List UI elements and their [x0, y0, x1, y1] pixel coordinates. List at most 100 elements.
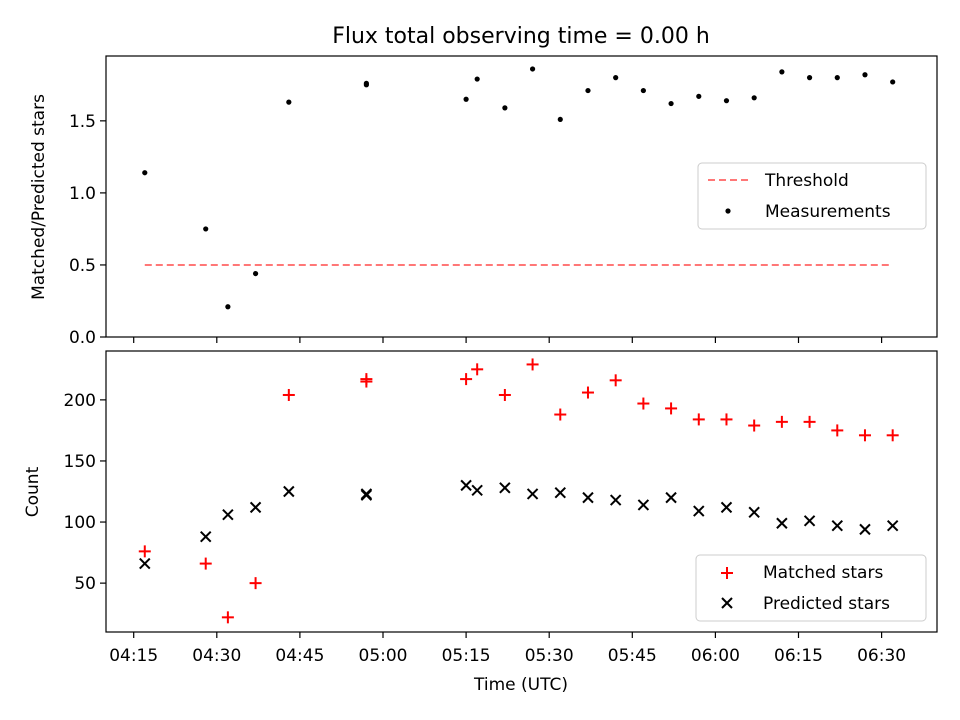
matched-star-point	[360, 375, 373, 388]
matched-star-point	[665, 402, 678, 415]
y-tick-label: 50	[74, 574, 96, 594]
measurement-point	[585, 87, 591, 94]
predicted-star-point	[499, 482, 511, 494]
measurement-point	[529, 66, 536, 72]
measurement-point	[640, 87, 646, 94]
bottom-plot-frame	[105, 350, 938, 633]
measurement-point	[862, 72, 868, 78]
predicted-star-point	[859, 523, 871, 536]
predicted-star-point	[776, 517, 788, 529]
matched-star-point	[720, 413, 733, 426]
y-tick-label: 150	[64, 452, 96, 472]
top-y-ticks: 0.0 0.5 1.0 1.5	[69, 112, 106, 348]
bottom-legend-box	[695, 554, 927, 622]
matched-star-point	[498, 388, 511, 401]
bottom-y-axis-label: Count	[23, 466, 43, 517]
predicted-star-point	[803, 515, 816, 527]
legend-measurements-label: Measurements	[765, 202, 891, 222]
y-tick-label: 100	[64, 513, 96, 533]
top-x-ticks	[133, 337, 883, 343]
x-tick-label: 06:30	[857, 646, 906, 666]
top-y-axis-label: Matched/Predicted stars	[29, 94, 49, 300]
x-tick-label: 04:15	[109, 646, 158, 666]
matched-star-point	[803, 415, 816, 428]
x-tick-label: 05:45	[608, 646, 657, 666]
predicted-star-point	[283, 485, 295, 498]
matched-star-point	[775, 415, 788, 428]
x-tick-label: 05:30	[525, 646, 574, 666]
legend-predicted-label: Predicted stars	[763, 594, 890, 614]
measurement-point	[502, 105, 508, 111]
bottom-plot-area	[138, 358, 899, 624]
x-tick-label: 05:15	[442, 646, 491, 666]
measurement-point	[779, 69, 785, 75]
predicted-star-point	[831, 520, 843, 532]
predicted-star-point	[200, 530, 212, 543]
matched-star-point	[581, 386, 594, 399]
matched-star-point	[221, 611, 234, 624]
measurement-point	[751, 95, 757, 101]
x-tick-label: 04:30	[192, 646, 241, 666]
measurement-point	[225, 304, 231, 310]
measurement-point	[286, 99, 292, 105]
measurement-point	[613, 75, 619, 81]
matched-star-point	[886, 429, 899, 442]
x-tick-label: 06:00	[691, 646, 740, 666]
predicted-star-point	[693, 505, 705, 517]
measurement-point	[474, 76, 480, 82]
measurement-point	[723, 98, 730, 104]
top-plot-frame	[105, 55, 938, 338]
measurement-point	[203, 226, 209, 232]
measurement-point	[696, 93, 702, 99]
matched-star-point	[637, 397, 650, 410]
predicted-star-point	[526, 488, 539, 500]
legend-measurements-swatch	[725, 208, 731, 214]
figure-title: Flux total observing time = 0.00 h	[332, 24, 710, 49]
matched-star-point	[526, 358, 539, 371]
measurement-point	[252, 270, 259, 277]
predicted-star-point	[637, 499, 650, 511]
predicted-star-point	[665, 491, 677, 504]
y-tick-label: 1.0	[69, 184, 96, 204]
y-tick-label: 1.5	[69, 112, 96, 132]
matched-star-point	[692, 413, 705, 426]
predicted-star-point	[609, 494, 622, 506]
x-tick-label: 05:00	[359, 646, 408, 666]
legend-matched-label: Matched stars	[763, 563, 883, 583]
predicted-star-point	[222, 509, 234, 521]
top-legend: Threshold Measurements	[697, 162, 927, 230]
bottom-legend: Matched stars Predicted stars	[695, 554, 927, 622]
measurement-point	[463, 96, 469, 102]
y-tick-label: 200	[64, 391, 96, 411]
matched-star-point	[831, 424, 844, 437]
measurement-point	[834, 75, 840, 81]
x-axis-label: Time (UTC)	[473, 675, 568, 695]
predicted-star-point	[471, 484, 483, 496]
measurement-point	[668, 100, 674, 107]
measurement-point	[890, 79, 896, 85]
top-axes: 0.0 0.5 1.0 1.5 Matched/Predicted stars Thr…	[29, 55, 938, 348]
matched-star-point	[282, 388, 295, 401]
predicted-star-point	[554, 487, 566, 499]
bottom-y-ticks: 50 100 150 200	[64, 391, 106, 594]
predicted-star-point	[360, 489, 373, 501]
predicted-star-point	[249, 501, 262, 514]
measurement-point	[557, 116, 563, 123]
bottom-axes: 50 100 150 200 04:15 04:30 04:45 05:00 05:15 05:…	[23, 350, 938, 695]
y-tick-label: 0.5	[69, 256, 96, 276]
top-legend-box	[697, 162, 927, 230]
matched-star-point	[138, 545, 151, 558]
predicted-star-point	[720, 501, 733, 514]
bottom-x-ticks: 04:15 04:30 04:45 05:00 05:15 05:30 05:45 06:00…	[109, 632, 906, 666]
top-plot-area	[142, 66, 896, 310]
matched-star-point	[554, 408, 567, 421]
measurement-point	[806, 75, 813, 81]
predicted-star-point	[139, 557, 151, 570]
x-tick-label: 06:15	[774, 646, 823, 666]
y-tick-label: 0.0	[69, 328, 96, 348]
matched-star-point	[460, 373, 473, 386]
legend-threshold-label: Threshold	[764, 171, 849, 191]
matched-star-point	[748, 419, 761, 432]
legend-matched-swatch	[721, 567, 733, 579]
